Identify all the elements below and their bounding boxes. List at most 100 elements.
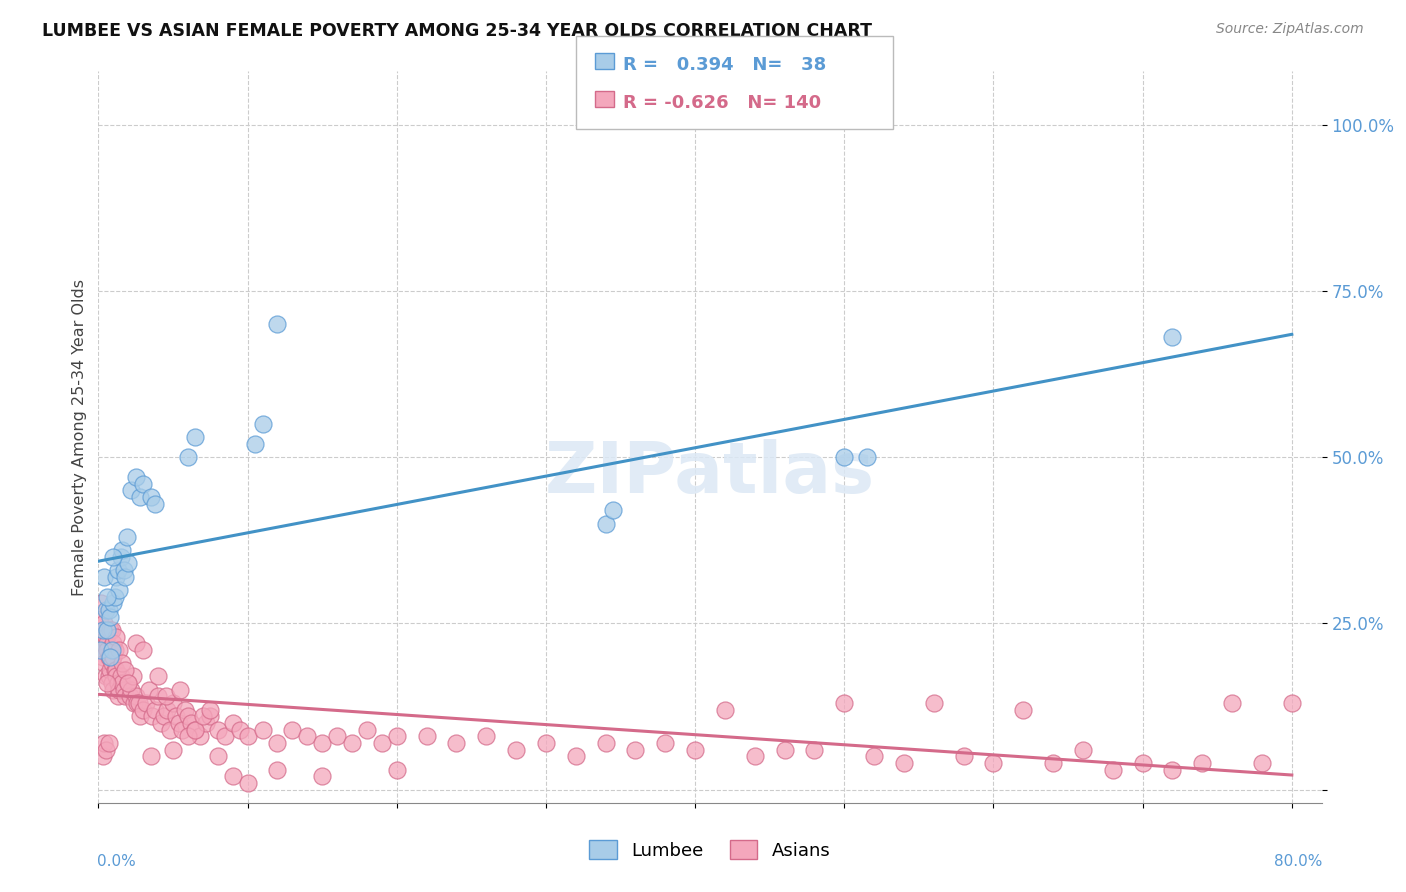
Point (105, 663, 128, 677)
Point (236, 729, 259, 743)
Point (111, 676, 134, 690)
Point (832, 450, 855, 464)
Text: 0.0%: 0.0% (97, 854, 136, 869)
Point (107, 690, 129, 704)
Text: R =   0.394   N=   38: R = 0.394 N= 38 (623, 56, 827, 74)
Point (952, 749, 974, 764)
Point (94, 603, 117, 617)
Point (93, 656, 115, 670)
Point (855, 450, 877, 464)
Point (129, 490, 152, 504)
Point (97, 736, 120, 750)
Point (101, 643, 124, 657)
Point (138, 682, 160, 697)
Point (93, 736, 115, 750)
Point (207, 749, 229, 764)
Point (93, 570, 115, 584)
Point (595, 516, 617, 531)
Point (96, 676, 118, 690)
Point (415, 729, 437, 743)
Point (165, 709, 187, 723)
Point (111, 656, 134, 670)
Point (184, 723, 207, 737)
Point (236, 776, 259, 790)
Point (602, 503, 624, 517)
Point (200, 703, 222, 717)
Point (1161, 330, 1184, 344)
Point (111, 543, 134, 558)
Point (90, 636, 112, 650)
Point (96, 643, 118, 657)
Point (1191, 756, 1213, 770)
Point (150, 716, 173, 731)
Point (103, 636, 125, 650)
Point (595, 736, 617, 750)
Point (446, 736, 468, 750)
Point (505, 742, 527, 756)
Point (91, 623, 114, 637)
Point (922, 696, 945, 710)
Point (266, 736, 288, 750)
Point (125, 690, 148, 704)
Point (180, 716, 202, 731)
Text: LUMBEE VS ASIAN FEMALE POVERTY AMONG 25-34 YEAR OLDS CORRELATION CHART: LUMBEE VS ASIAN FEMALE POVERTY AMONG 25-… (42, 22, 872, 40)
Point (96, 623, 118, 637)
Point (169, 682, 191, 697)
Point (311, 769, 333, 783)
Point (120, 682, 142, 697)
Point (132, 643, 155, 657)
Text: ZIPatlas: ZIPatlas (546, 439, 875, 508)
Point (108, 682, 131, 697)
Point (89, 643, 111, 657)
Point (103, 682, 125, 697)
Point (108, 643, 131, 657)
Point (101, 656, 124, 670)
Text: R = -0.626   N= 140: R = -0.626 N= 140 (623, 94, 821, 112)
Point (207, 723, 229, 737)
Point (1012, 703, 1035, 717)
Point (170, 723, 193, 737)
Point (565, 749, 588, 764)
Point (94, 630, 117, 644)
Point (983, 756, 1005, 770)
Point (107, 563, 129, 577)
Y-axis label: Female Poverty Among 25-34 Year Olds: Female Poverty Among 25-34 Year Olds (72, 278, 87, 596)
Point (132, 476, 155, 491)
Point (110, 669, 132, 683)
Point (266, 763, 288, 777)
Point (177, 729, 200, 743)
Point (371, 736, 394, 750)
Point (125, 636, 148, 650)
Point (1042, 756, 1064, 770)
Point (139, 749, 162, 764)
Point (156, 703, 179, 717)
Point (475, 729, 498, 743)
Point (114, 570, 136, 584)
Point (125, 470, 148, 484)
Point (177, 450, 200, 464)
Point (91, 749, 114, 764)
Point (103, 649, 125, 664)
Point (118, 690, 141, 704)
Point (356, 723, 378, 737)
Point (128, 696, 150, 710)
Point (98, 649, 121, 664)
Point (96, 590, 118, 604)
Point (1161, 763, 1184, 777)
Point (167, 716, 190, 731)
Point (98, 649, 121, 664)
Point (104, 663, 127, 677)
Point (177, 709, 200, 723)
Point (114, 690, 136, 704)
Point (105, 669, 128, 683)
Point (266, 317, 288, 331)
Point (97, 669, 120, 683)
Point (117, 557, 139, 571)
Point (1251, 756, 1274, 770)
Point (98, 663, 121, 677)
Point (98, 609, 121, 624)
Point (159, 723, 181, 737)
Point (385, 763, 408, 777)
Point (127, 696, 149, 710)
Point (103, 549, 125, 564)
